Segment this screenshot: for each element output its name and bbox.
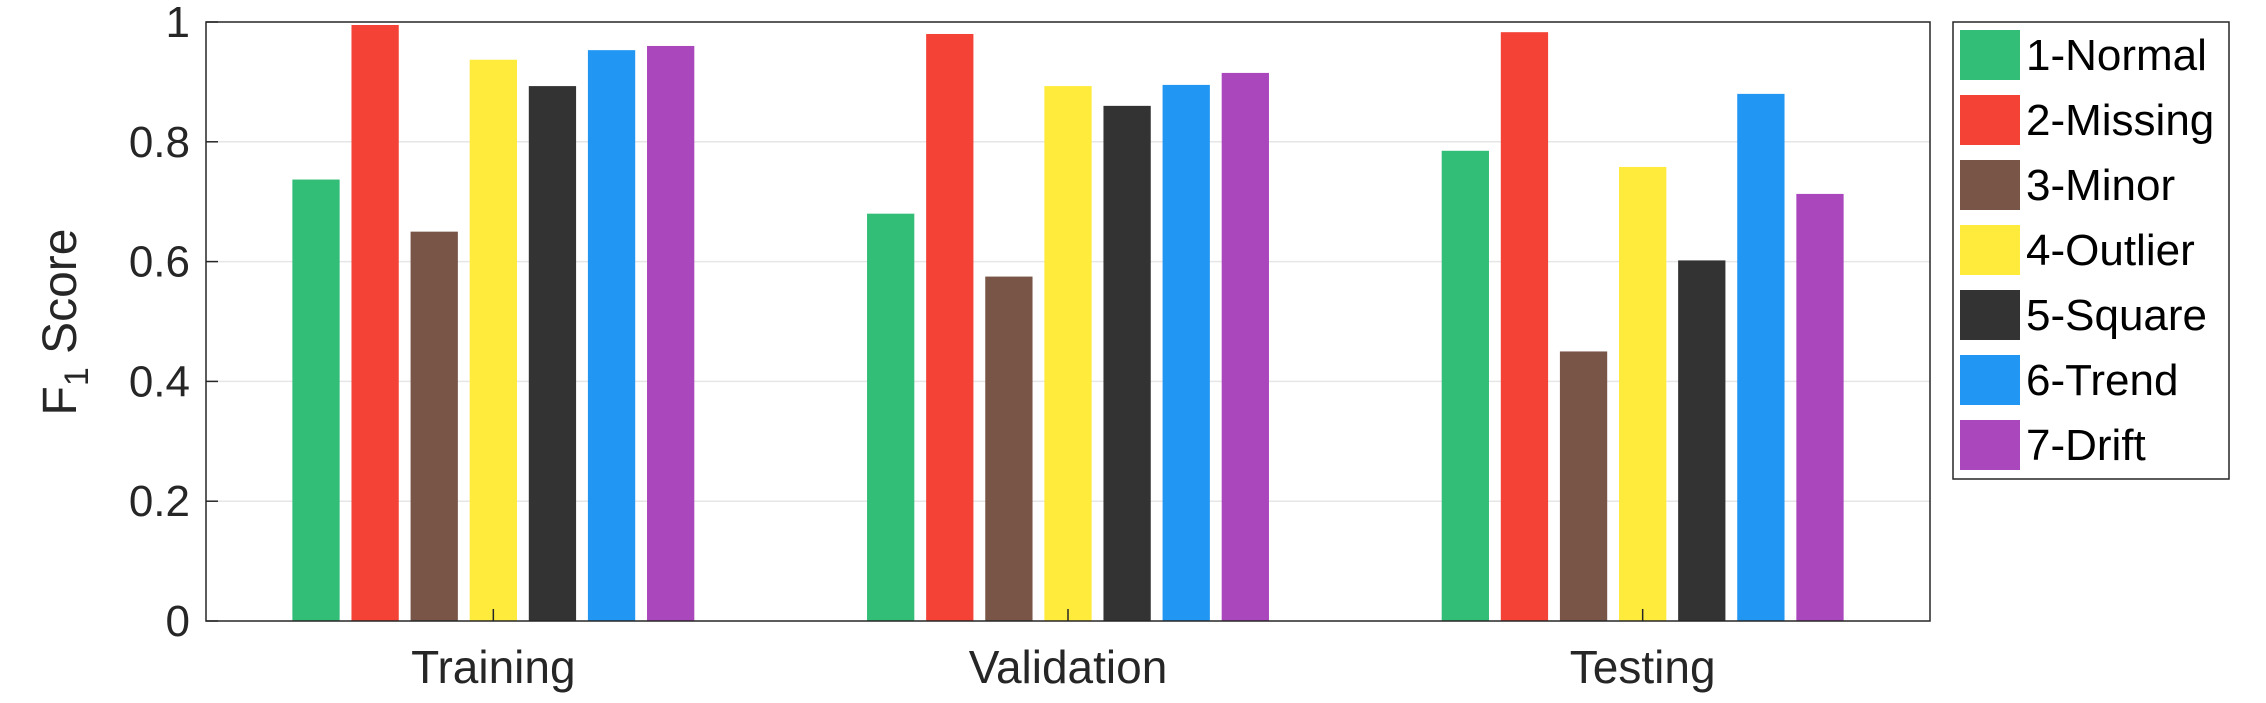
- bar-3-minor: [410, 231, 458, 621]
- y-axis-label-subscript: 1: [58, 367, 96, 386]
- bar-3-minor: [1559, 351, 1608, 621]
- bar-7-drift: [647, 45, 695, 621]
- x-tick-label: Validation: [969, 641, 1168, 693]
- bar-1-normal: [1441, 150, 1489, 621]
- y-axis-label-suffix: Score: [34, 229, 87, 368]
- bar-7-drift: [1796, 193, 1844, 621]
- y-tick-label: 1: [166, 0, 190, 47]
- bar-4-outlier: [1044, 86, 1092, 621]
- bar-2-missing: [926, 33, 974, 622]
- bar-5-square: [1103, 105, 1151, 622]
- legend: 1-Normal 2-Missing 3-Minor 4-Outlier 5-Squar…: [1952, 21, 2230, 480]
- x-tick-label: Testing: [1570, 641, 1716, 693]
- legend-swatch: [1960, 225, 2020, 275]
- legend-label: 2-Missing: [2026, 96, 2214, 145]
- bar-7-drift: [1221, 72, 1269, 622]
- x-tick-label: Training: [411, 641, 575, 693]
- legend-swatch: [1960, 290, 2020, 340]
- legend-label: 7-Drift: [2026, 421, 2146, 470]
- legend-label: 6-Trend: [2026, 356, 2178, 405]
- bar-6-trend: [587, 50, 636, 621]
- y-axis: 0 0.2 0.4 0.6 0.8 1: [129, 0, 218, 646]
- y-tick-label: 0.4: [129, 357, 190, 406]
- bar-1-normal: [292, 179, 340, 622]
- bar-2-missing: [1500, 32, 1549, 622]
- legend-swatch: [1960, 30, 2020, 80]
- legend-swatch: [1960, 355, 2020, 405]
- legend-label: 3-Minor: [2026, 161, 2175, 210]
- legend-label: 1-Normal: [2026, 31, 2207, 80]
- y-axis-label-main: F: [34, 386, 87, 415]
- legend-label: 5-Square: [2026, 291, 2207, 340]
- y-tick-label: 0.6: [129, 238, 190, 287]
- x-axis: Training Validation Testing: [411, 609, 1716, 693]
- bar-4-outlier: [469, 59, 517, 621]
- y-axis-label: F1 Score: [34, 229, 96, 416]
- bar-3-minor: [985, 276, 1033, 621]
- bar-4-outlier: [1619, 166, 1667, 621]
- legend-items: 1-Normal 2-Missing 3-Minor 4-Outlier 5-Squar…: [1960, 30, 2214, 470]
- y-tick-label: 0.8: [129, 118, 190, 167]
- bars: [292, 24, 1844, 622]
- y-tick-label: 0.2: [129, 477, 190, 526]
- bar-5-square: [528, 86, 577, 621]
- legend-swatch: [1960, 160, 2020, 210]
- legend-label: 4-Outlier: [2026, 226, 2195, 275]
- legend-swatch: [1960, 95, 2020, 145]
- bar-5-square: [1678, 260, 1726, 621]
- legend-swatch: [1960, 420, 2020, 470]
- bar-6-trend: [1162, 84, 1210, 621]
- bar-2-missing: [351, 24, 399, 622]
- bar-1-normal: [867, 213, 915, 621]
- y-tick-label: 0: [166, 597, 190, 646]
- bar-6-trend: [1737, 93, 1785, 621]
